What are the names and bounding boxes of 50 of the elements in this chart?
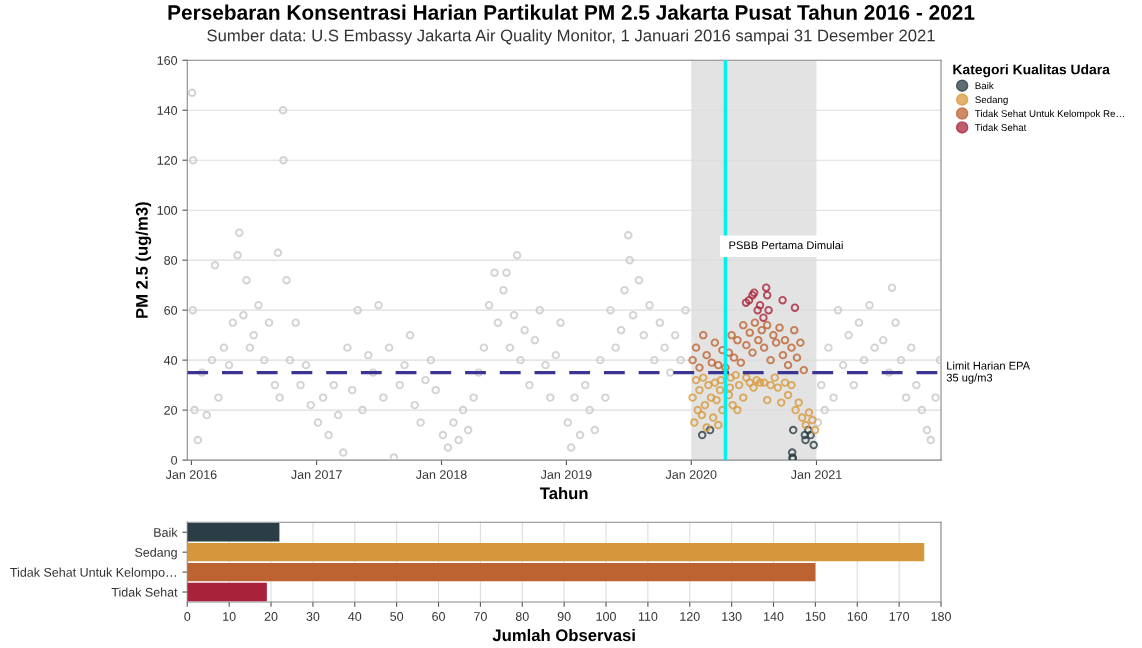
x-tick-label: Jan 2020 <box>665 470 717 479</box>
x-tick-label: Jan 2016 <box>165 470 217 479</box>
chart-subtitle: Sumber data: U.S Embassy Jakarta Air Quality Monitor, 1 Januari 2016 sampai 31 Desember 2021 <box>207 29 935 45</box>
y-tick-label: 120 <box>157 156 178 165</box>
x-tick-label: 30 <box>306 612 320 621</box>
x-tick-label: 150 <box>805 612 826 621</box>
y-tick-label: 20 <box>164 405 178 415</box>
y-tick-label: 140 <box>157 106 178 115</box>
ref-line-label: Limit Harian EPA 35 ug/m3 <box>946 361 1031 384</box>
x-tick-label: 100 <box>596 612 616 621</box>
x-tick-label: 40 <box>348 612 362 621</box>
ref-line-label: PSBB Pertama Dimulai <box>729 241 843 250</box>
y-tick-label: 0 <box>171 455 178 465</box>
y-tick-label: Tidak Sehat <box>111 587 178 597</box>
x-tick-label: 180 <box>931 612 951 621</box>
legend-label: Tidak Sehat Untuk Kelompok Re… <box>975 109 1124 119</box>
x-tick-label: Jan 2019 <box>540 470 592 479</box>
x-tick-label: 140 <box>764 612 784 621</box>
x-tick-label: 70 <box>474 612 487 621</box>
x-tick-label: 60 <box>432 612 445 621</box>
y-tick-label: Tidak Sehat Untuk Kelompo… <box>10 567 176 580</box>
x-tick-label: 160 <box>847 612 868 621</box>
legend-label: Sedang <box>975 95 1008 106</box>
x-tick-label: 170 <box>889 612 910 621</box>
x-tick-label: 0 <box>184 612 191 621</box>
x-tick-label: 110 <box>638 612 658 621</box>
x-tick-label: Jan 2021 <box>790 470 842 479</box>
y-tick-label: Sedang <box>135 547 177 560</box>
x-tick-label: Jan 2017 <box>291 470 342 479</box>
y-tick-label: Baik <box>154 527 178 537</box>
x-axis-title: Jumlah Observasi <box>492 628 635 642</box>
x-tick-label: 10 <box>223 612 236 621</box>
x-tick-label: 50 <box>390 612 404 621</box>
x-tick-label: 130 <box>722 612 742 621</box>
x-tick-label: 80 <box>515 612 529 621</box>
chart-title: Persebaran Konsentrasi Harian Partikulat PM 2.5 Jakarta Pusat Tahun 2016 - 2021 <box>168 4 975 20</box>
x-tick-label: 90 <box>557 612 571 621</box>
y-tick-label: 100 <box>157 206 178 215</box>
x-tick-label: Jan 2018 <box>415 470 467 479</box>
y-tick-label: 60 <box>164 305 178 315</box>
legend-title: Kategori Kualitas Udara <box>953 64 1110 78</box>
y-tick-label: 160 <box>157 56 178 65</box>
x-tick-label: 120 <box>680 612 700 621</box>
y-tick-label: 40 <box>163 355 178 365</box>
x-tick-label: 20 <box>264 612 278 621</box>
y-axis-title: PM 2.5 (ug/m3) <box>135 202 152 318</box>
legend-label: Tidak Sehat <box>975 123 1027 131</box>
legend-label: Baik <box>975 82 994 90</box>
y-tick-label: 80 <box>164 255 178 265</box>
x-axis-title: Tahun <box>539 487 588 500</box>
